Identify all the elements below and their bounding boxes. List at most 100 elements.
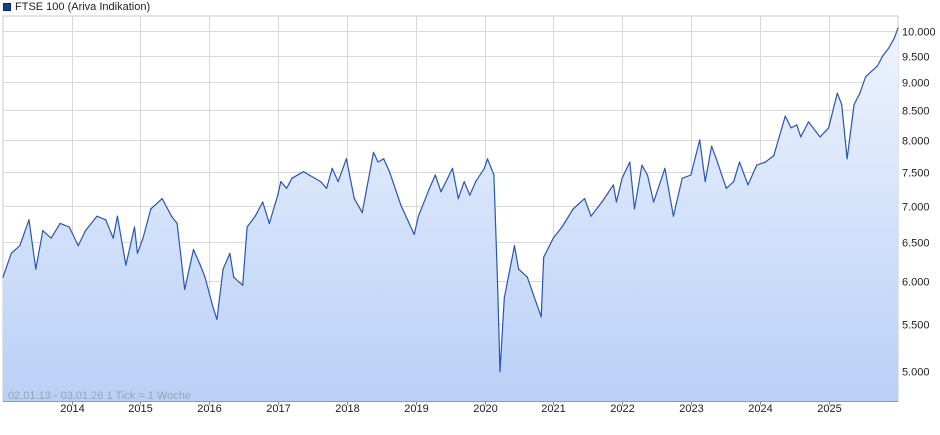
data-point <box>499 371 501 373</box>
y-tick-label: 5.000 <box>902 367 930 379</box>
data-point <box>784 115 786 117</box>
y-tick-label: 6.500 <box>902 238 930 250</box>
data-point <box>326 187 328 189</box>
data-point <box>42 230 44 232</box>
data-point <box>361 212 363 214</box>
x-tick-label: 2020 <box>473 403 497 415</box>
data-point <box>725 187 727 189</box>
data-point <box>486 158 489 160</box>
data-point <box>846 158 848 160</box>
data-point <box>268 222 270 224</box>
data-point <box>764 161 767 163</box>
data-point <box>756 164 758 166</box>
data-point <box>353 198 355 200</box>
data-point <box>451 167 454 169</box>
data-point <box>204 276 206 278</box>
legend-label: FTSE 100 (Ariva Indikation) <box>15 1 151 13</box>
data-point <box>170 215 173 217</box>
data-point <box>212 305 214 307</box>
data-point <box>222 268 224 270</box>
data-point <box>133 226 136 228</box>
data-point <box>641 164 643 166</box>
data-point <box>10 252 12 254</box>
data-point <box>469 194 471 196</box>
data-point <box>629 161 631 163</box>
data-point <box>161 198 163 200</box>
data-point <box>699 139 701 141</box>
data-point <box>601 201 603 203</box>
data-point <box>308 174 310 176</box>
data-point <box>876 65 878 67</box>
data-point <box>483 167 485 169</box>
data-point <box>112 237 114 239</box>
data-point <box>383 158 385 160</box>
data-point <box>302 171 304 173</box>
data-point <box>417 215 419 217</box>
data-point <box>621 177 623 179</box>
data-point <box>125 264 127 266</box>
data-point <box>428 187 431 189</box>
series-line <box>2 27 899 373</box>
data-point <box>388 171 391 173</box>
data-point <box>865 76 867 78</box>
data-point <box>615 201 618 203</box>
data-point <box>841 103 843 106</box>
data-point <box>526 276 528 278</box>
data-point <box>434 174 436 176</box>
data-point <box>286 187 288 189</box>
data-point <box>513 245 516 247</box>
x-tick-label: 2025 <box>817 403 841 415</box>
data-point <box>870 70 873 72</box>
data-point <box>84 230 86 232</box>
x-tick-label: 2018 <box>335 403 359 415</box>
data-point <box>262 201 264 203</box>
data-point <box>463 181 465 183</box>
data-point <box>440 191 442 193</box>
data-point <box>572 208 574 210</box>
data-point <box>790 127 792 129</box>
y-tick-label: 9.000 <box>902 78 930 90</box>
data-point <box>2 276 4 278</box>
data-point <box>773 155 775 157</box>
x-tick-label: 2021 <box>541 403 565 415</box>
data-point <box>331 167 333 169</box>
data-point <box>633 208 636 210</box>
data-point <box>681 177 683 179</box>
x-tick-label: 2024 <box>748 403 772 415</box>
x-tick-label: 2022 <box>610 403 634 415</box>
data-point <box>493 174 495 176</box>
data-point <box>242 284 244 286</box>
data-point <box>291 177 293 179</box>
data-point <box>77 245 79 247</box>
data-point <box>246 226 248 228</box>
data-point <box>229 252 231 254</box>
data-point <box>612 184 615 186</box>
data-point <box>96 215 98 217</box>
data-point <box>105 219 107 221</box>
data-point <box>136 252 138 254</box>
data-point <box>377 161 379 163</box>
x-tick-label: 2023 <box>679 403 703 415</box>
plot-area <box>2 27 899 401</box>
data-point <box>552 237 554 239</box>
data-point <box>413 233 415 235</box>
data-point <box>882 55 884 57</box>
data-point <box>653 201 655 203</box>
y-tick-label: 6.000 <box>902 277 930 289</box>
data-point <box>672 215 675 217</box>
y-tick-label: 7.000 <box>902 202 930 214</box>
data-point <box>116 215 118 217</box>
data-point <box>664 167 666 169</box>
x-tick-label: 2017 <box>266 403 290 415</box>
data-point <box>807 121 810 123</box>
data-point <box>800 136 802 138</box>
data-point <box>28 219 30 221</box>
data-point <box>828 127 830 129</box>
data-point <box>646 174 649 176</box>
data-point <box>540 316 542 318</box>
data-point <box>561 226 563 228</box>
x-tick-label: 2014 <box>60 403 84 415</box>
chart-legend: FTSE 100 (Ariva Indikation) <box>3 0 150 14</box>
data-point <box>738 161 741 163</box>
